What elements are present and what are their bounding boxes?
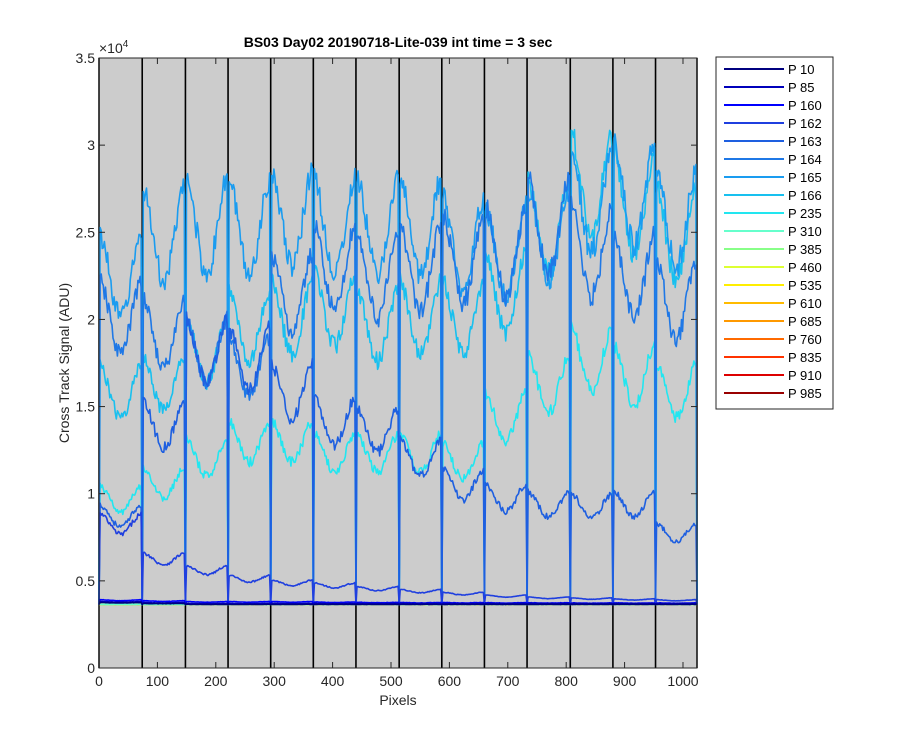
- legend-label: P 535: [788, 278, 822, 293]
- legend-label: P 235: [788, 206, 822, 221]
- y-tick-label: 2: [87, 311, 95, 327]
- legend-label: P 685: [788, 314, 822, 329]
- x-tick-label: 200: [204, 673, 228, 689]
- legend-label: P 164: [788, 152, 822, 167]
- legend-label: P 910: [788, 368, 822, 383]
- legend: P 10 P 85 P 160 P 162 P 163 P 164 P 165 P 166 P …: [716, 57, 833, 409]
- legend-label: P 310: [788, 224, 822, 239]
- legend-label: P 760: [788, 332, 822, 347]
- legend-label: P 160: [788, 98, 822, 113]
- legend-label: P 166: [788, 188, 822, 203]
- y-exponent-base: ×10: [99, 40, 123, 56]
- legend-label: P 165: [788, 170, 822, 185]
- plot-area: 0 100 200 300 400 500 600 700 800 900 1000 0 0.5 1 1.…: [76, 50, 699, 689]
- x-tick-label: 500: [379, 673, 403, 689]
- y-exponent-power: 4: [123, 39, 129, 50]
- x-tick-label: 1000: [667, 673, 698, 689]
- x-tick-label: 800: [555, 673, 579, 689]
- legend-label: P 985: [788, 386, 822, 401]
- x-tick-label: 700: [496, 673, 520, 689]
- chart-title: BS03 Day02 20190718-Lite-039 int time = …: [244, 34, 553, 50]
- y-tick-label: 3: [87, 137, 95, 153]
- legend-label: P 85: [788, 80, 815, 95]
- legend-label: P 385: [788, 242, 822, 257]
- legend-label: P 162: [788, 116, 822, 131]
- x-tick-label: 300: [263, 673, 287, 689]
- legend-label: P 460: [788, 260, 822, 275]
- x-tick-label: 0: [95, 673, 103, 689]
- y-tick-label: 0.5: [76, 573, 96, 589]
- y-tick-label: 0: [87, 660, 95, 676]
- legend-label: P 835: [788, 350, 822, 365]
- legend-label: P 10: [788, 62, 815, 77]
- x-tick-label: 400: [321, 673, 345, 689]
- legend-label: P 610: [788, 296, 822, 311]
- y-tick-label: 3.5: [76, 50, 96, 66]
- x-axis-label: Pixels: [379, 692, 416, 708]
- y-tick-label: 1: [87, 486, 95, 502]
- y-tick-label: 2.5: [76, 224, 96, 240]
- y-tick-label: 1.5: [76, 399, 96, 415]
- x-tick-label: 900: [613, 673, 637, 689]
- y-axis-label: Cross Track Signal (ADU): [56, 283, 72, 443]
- x-tick-label: 100: [146, 673, 170, 689]
- x-tick-label: 600: [438, 673, 462, 689]
- legend-label: P 163: [788, 134, 822, 149]
